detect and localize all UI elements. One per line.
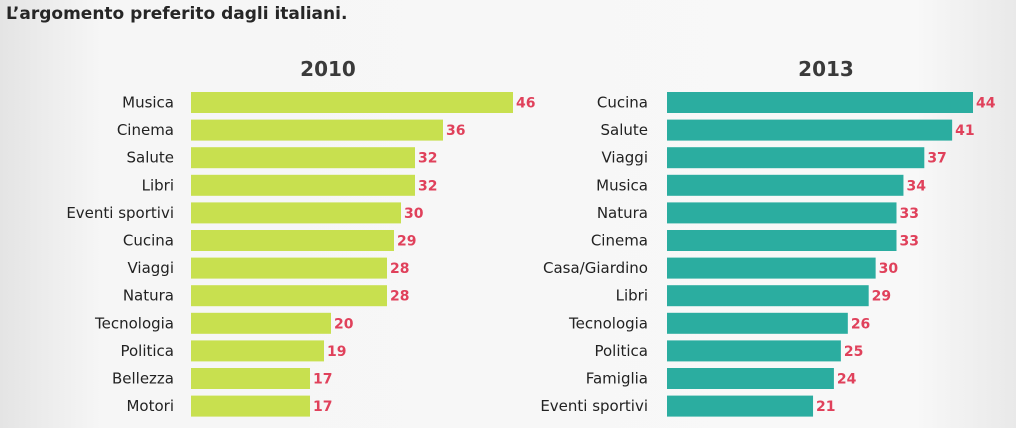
chart-1-year-title: 2013 bbox=[798, 57, 854, 81]
chart-1-bar-salute bbox=[667, 119, 953, 141]
chart-1-bar-libri bbox=[667, 285, 869, 307]
chart-0-bar-libri bbox=[191, 174, 415, 196]
chart-1-bar-casa-giardino bbox=[667, 257, 876, 279]
chart-0-bar-politica bbox=[191, 340, 324, 362]
chart-0-category-politica: Politica bbox=[120, 342, 174, 360]
chart-0-value-politica: 19 bbox=[327, 344, 346, 360]
chart-1-value-viaggi: 37 bbox=[927, 151, 946, 167]
chart-0-bar-natura bbox=[191, 285, 387, 307]
chart-0-value-motori: 17 bbox=[313, 399, 332, 415]
chart-1-value-tecnologia: 26 bbox=[851, 316, 870, 332]
chart-1-value-libri: 29 bbox=[872, 289, 891, 305]
chart-0-value-musica: 46 bbox=[516, 96, 535, 112]
chart-0-value-libri: 32 bbox=[418, 178, 437, 194]
chart-1-category-politica: Politica bbox=[594, 342, 648, 360]
chart-0-category-bellezza: Bellezza bbox=[112, 370, 174, 388]
chart-1-bar-eventi-sportivi bbox=[667, 395, 814, 417]
chart-1-value-casa-giardino: 30 bbox=[879, 261, 899, 277]
chart-0-value-cinema: 36 bbox=[446, 123, 465, 139]
chart-1-bar-cucina bbox=[667, 92, 973, 113]
chart-0-bar-salute bbox=[191, 147, 415, 169]
chart-1-value-politica: 25 bbox=[844, 344, 863, 360]
chart-1-value-cinema: 33 bbox=[900, 234, 919, 250]
chart-1-category-cinema: Cinema bbox=[591, 232, 648, 250]
chart-1-category-cucina: Cucina bbox=[597, 94, 648, 112]
chart-0-bar-eventi-sportivi bbox=[191, 202, 401, 224]
chart-0-category-tecnologia: Tecnologia bbox=[94, 314, 174, 332]
chart-1-bar-musica bbox=[667, 174, 904, 196]
chart-1-value-musica: 34 bbox=[906, 178, 926, 194]
chart-1-value-eventi-sportivi: 21 bbox=[816, 399, 835, 415]
chart-1-value-famiglia: 24 bbox=[837, 372, 857, 388]
chart-1-category-natura: Natura bbox=[597, 204, 648, 222]
chart-0-value-viaggi: 28 bbox=[390, 261, 409, 277]
chart-title: L’argomento preferito dagli italiani. bbox=[6, 4, 348, 24]
chart-1-bar-famiglia bbox=[667, 368, 834, 389]
chart-0-value-tecnologia: 20 bbox=[334, 316, 354, 332]
chart-0-bar-musica bbox=[191, 92, 513, 113]
chart-0-category-cucina: Cucina bbox=[123, 232, 174, 250]
chart-0-year-title: 2010 bbox=[300, 57, 356, 81]
chart-0-category-cinema: Cinema bbox=[117, 121, 174, 139]
chart-1-bar-tecnologia bbox=[667, 312, 848, 334]
chart-1-bar-natura bbox=[667, 202, 897, 224]
chart-1-bar-politica bbox=[667, 340, 841, 362]
chart-0-bar-viaggi bbox=[191, 257, 387, 279]
chart-0-value-eventi-sportivi: 30 bbox=[404, 206, 424, 222]
chart-1-category-famiglia: Famiglia bbox=[586, 370, 648, 388]
chart-0-bar-cinema bbox=[191, 119, 443, 141]
chart-0-category-natura: Natura bbox=[123, 287, 174, 305]
chart-0-category-motori: Motori bbox=[126, 397, 174, 415]
chart-1-category-salute: Salute bbox=[601, 121, 649, 139]
chart-1-category-casa-giardino: Casa/Giardino bbox=[543, 259, 648, 277]
chart-0-value-salute: 32 bbox=[418, 151, 437, 167]
chart-0-value-cucina: 29 bbox=[397, 234, 416, 250]
chart-0-bar-cucina bbox=[191, 230, 394, 251]
chart-0-category-libri: Libri bbox=[142, 176, 174, 194]
chart-1-category-eventi-sportivi: Eventi sportivi bbox=[540, 397, 648, 415]
chart-1-bar-cinema bbox=[667, 230, 897, 251]
chart-1-category-viaggi: Viaggi bbox=[601, 149, 648, 167]
chart-0-category-eventi-sportivi: Eventi sportivi bbox=[66, 204, 174, 222]
chart-0-value-natura: 28 bbox=[390, 289, 409, 305]
chart-0-bar-bellezza bbox=[191, 368, 310, 389]
chart-1-category-tecnologia: Tecnologia bbox=[568, 314, 648, 332]
chart-0-category-viaggi: Viaggi bbox=[127, 259, 174, 277]
chart-1-value-cucina: 44 bbox=[976, 96, 996, 112]
chart-0-category-salute: Salute bbox=[127, 149, 175, 167]
chart-0-bar-tecnologia bbox=[191, 312, 331, 334]
chart-1-category-libri: Libri bbox=[616, 287, 648, 305]
chart-0-category-musica: Musica bbox=[122, 94, 174, 112]
chart-1-category-musica: Musica bbox=[596, 176, 648, 194]
chart-1-value-natura: 33 bbox=[900, 206, 919, 222]
chart-1-value-salute: 41 bbox=[955, 123, 974, 139]
chart-1-bar-viaggi bbox=[667, 147, 925, 169]
chart-0-bar-motori bbox=[191, 395, 310, 417]
chart-0-value-bellezza: 17 bbox=[313, 372, 332, 388]
